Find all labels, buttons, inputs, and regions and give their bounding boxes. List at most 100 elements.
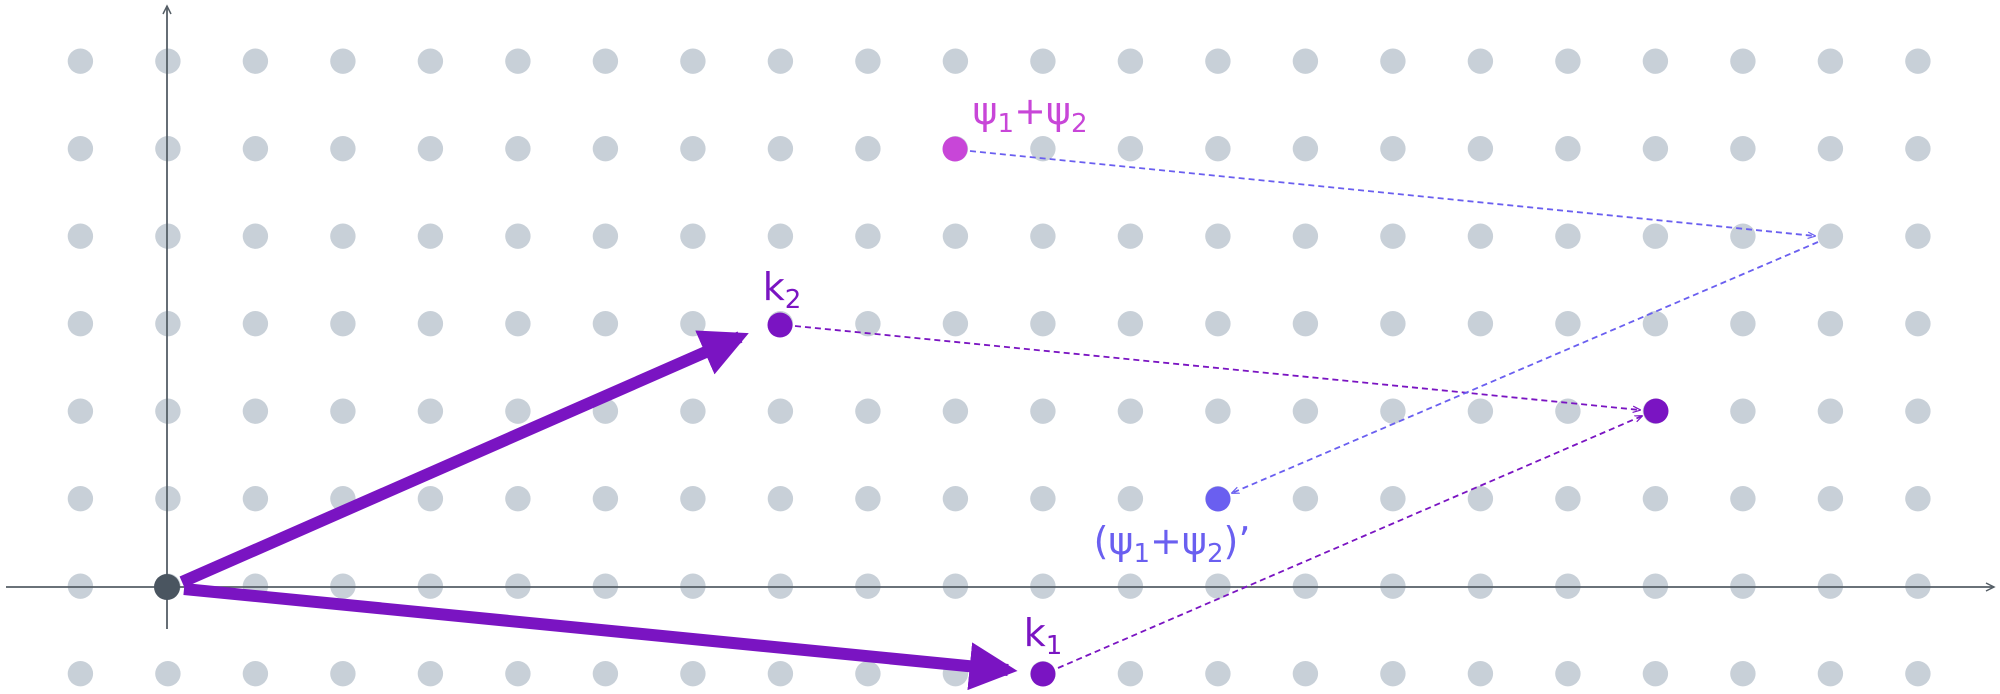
lattice-points (67, 48, 1931, 687)
dashed-arrow (1057, 416, 1642, 669)
lattice-point (1642, 486, 1669, 512)
lattice-point (592, 136, 619, 162)
lattice-point (680, 398, 706, 424)
lattice-point (1905, 136, 1931, 162)
lattice-point (1380, 398, 1406, 424)
lattice-point (330, 398, 356, 424)
label-k2: k2 (763, 265, 802, 315)
lattice-point (1730, 136, 1756, 162)
dashed-arrow (969, 150, 1815, 236)
lattice-point (680, 136, 706, 162)
lattice-point (592, 661, 619, 687)
lattice-point (417, 311, 444, 337)
lattice-point (1030, 136, 1056, 162)
lattice-point (1117, 136, 1144, 162)
point-psi-sum (942, 136, 968, 162)
lattice-point (1292, 661, 1319, 687)
lattice-point (1905, 398, 1931, 424)
subscript: 1 (998, 109, 1015, 139)
lattice-point (1555, 486, 1581, 512)
label-text: ψ (972, 89, 997, 133)
lattice-point (855, 223, 881, 249)
lattice-point (592, 223, 619, 249)
lattice-point (67, 311, 94, 337)
lattice-point (1905, 223, 1931, 249)
lattice-point (417, 486, 444, 512)
label-text: )’ (1224, 519, 1251, 563)
lattice-point (1117, 311, 1144, 337)
lattice-point (1292, 311, 1319, 337)
lattice-point (592, 486, 619, 512)
lattice-point (855, 311, 881, 337)
label-text: +ψ (1014, 89, 1071, 133)
lattice-point (1292, 486, 1319, 512)
lattice-point (1642, 136, 1669, 162)
lattice-point (242, 398, 269, 424)
lattice-point (330, 48, 356, 74)
lattice-point (1205, 48, 1231, 74)
lattice-point (855, 136, 881, 162)
lattice-point (1030, 223, 1056, 249)
lattice-point (1117, 223, 1144, 249)
lattice-point (242, 223, 269, 249)
lattice-point (767, 398, 794, 424)
dashed-arrow (794, 325, 1640, 410)
lattice-point (1030, 486, 1056, 512)
lattice-point (1817, 661, 1844, 687)
lattice-point (1205, 398, 1231, 424)
lattice-point (505, 486, 531, 512)
lattice-point (680, 311, 706, 337)
lattice-point (942, 486, 969, 512)
lattice-point (942, 311, 969, 337)
lattice-point (1730, 48, 1756, 74)
lattice-point (942, 398, 969, 424)
lattice-point (767, 136, 794, 162)
lattice-point (1380, 48, 1406, 74)
label-k1: k1 (1024, 611, 1063, 661)
lattice-point (505, 48, 531, 74)
y-axis-arrow (162, 4, 172, 15)
subscript: 2 (1071, 109, 1088, 139)
lattice-point (242, 136, 269, 162)
lattice-point (1292, 223, 1319, 249)
lattice-point (1292, 136, 1319, 162)
point-sum (1643, 398, 1669, 424)
lattice-point (1380, 136, 1406, 162)
lattice-point (1117, 486, 1144, 512)
lattice-point (67, 223, 94, 249)
lattice-point (330, 661, 356, 687)
lattice-point (1030, 48, 1056, 74)
lattice-point (1905, 48, 1931, 74)
lattice-point (67, 486, 94, 512)
lattice-point (1905, 486, 1931, 512)
lattice-point (330, 311, 356, 337)
lattice-point (242, 661, 269, 687)
lattice-point (592, 48, 619, 74)
lattice-point (1817, 48, 1844, 74)
lattice-point (1117, 398, 1144, 424)
lattice-point (417, 136, 444, 162)
subscript: 2 (785, 285, 802, 315)
label-text: k (1024, 611, 1046, 655)
lattice-point (1905, 311, 1931, 337)
lattice-point (942, 48, 969, 74)
lattice-point (767, 223, 794, 249)
lattice-point (1467, 661, 1494, 687)
lattice-point (1817, 398, 1844, 424)
lattice-point (1555, 661, 1581, 687)
lattice-point (1205, 661, 1231, 687)
label-text: (ψ (1094, 519, 1134, 563)
origin (154, 574, 180, 600)
lattice-point (1292, 398, 1319, 424)
lattice-point (417, 398, 444, 424)
lattice-point (1205, 223, 1231, 249)
lattice-point (767, 48, 794, 74)
lattice-point (1642, 661, 1669, 687)
lattice-point (1030, 398, 1056, 424)
lattice-point (1555, 398, 1581, 424)
label-psi-sum: ψ1+ψ2 (972, 89, 1087, 139)
lattice-point (1117, 661, 1144, 687)
lattice-point (1205, 136, 1231, 162)
